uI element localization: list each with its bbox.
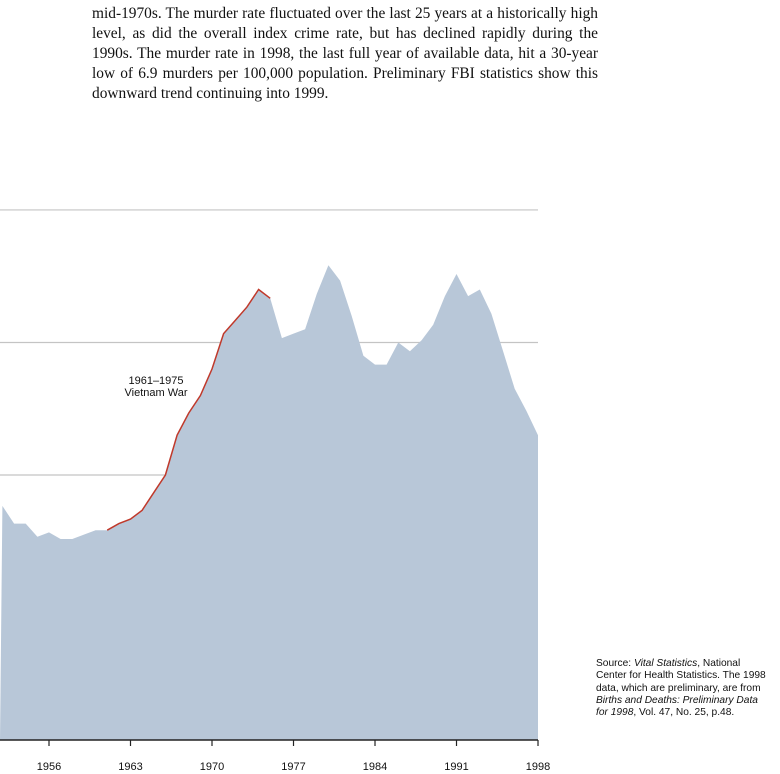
x-tick-label: 1970 — [200, 761, 224, 773]
x-tick-label: 1963 — [118, 761, 142, 773]
x-tick-label: 1991 — [444, 761, 468, 773]
source-title-1: Vital Statistics — [633, 658, 698, 669]
vietnam-war-highlight-line — [106, 288, 271, 531]
x-tick-label: 1956 — [37, 761, 61, 773]
source-prefix: Source: — [596, 658, 634, 669]
annotation-label: Vietnam War — [125, 387, 188, 399]
source-suffix: , Vol. 47, No. 25, p.48. — [633, 707, 735, 719]
x-tick-label: 1984 — [363, 761, 387, 773]
x-tick-label: 1977 — [281, 761, 305, 773]
annotation-years: 1961–1975 — [128, 375, 183, 387]
source-note: Source: Vital Statistics, National Cente… — [596, 658, 766, 719]
source-title-2: Births and Deaths: Preliminary Data for … — [596, 694, 758, 719]
source-mid: , National Center for Health Statistics.… — [596, 658, 766, 694]
murder-rate-area — [0, 265, 539, 740]
body-paragraph: mid-1970s. The murder rate fluctuated ov… — [92, 5, 598, 102]
x-tick-label: 1998 — [526, 761, 550, 773]
